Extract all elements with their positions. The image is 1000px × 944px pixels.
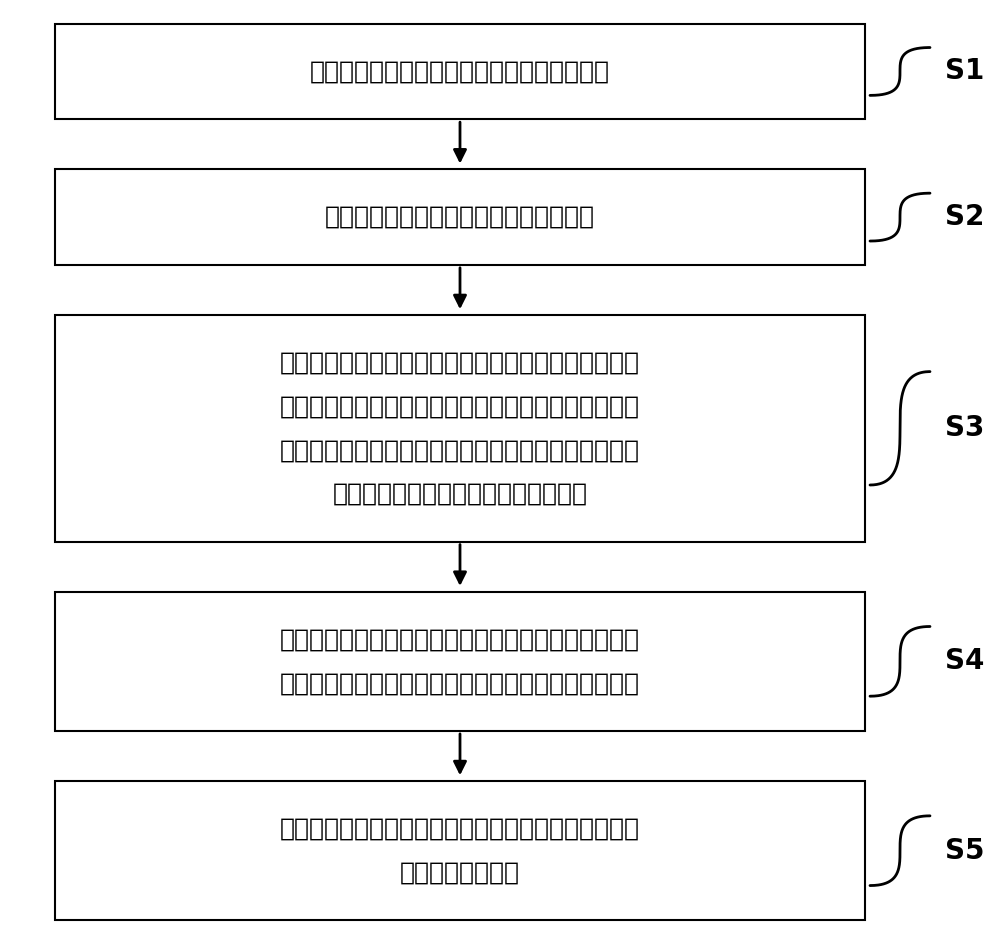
Text: 在所述再分布引线层上表面形成塑封层，所述塑封层覆: 在所述再分布引线层上表面形成塑封层，所述塑封层覆 <box>280 628 640 651</box>
Text: 去除所述基板及粘胶层，在所述再分布引线层下表面制: 去除所述基板及粘胶层，在所述再分布引线层下表面制 <box>280 817 640 841</box>
Text: 作至少两个第一凸块结构；所述第一芯片与所述第一凸: 作至少两个第一凸块结构；所述第一芯片与所述第一凸 <box>280 395 640 418</box>
Text: 盖所述第一芯片，且暴露出所述第一凸块结构的上端；: 盖所述第一芯片，且暴露出所述第一凸块结构的上端； <box>280 671 640 695</box>
Text: 结构的顶部高于所述第一芯片的顶部；: 结构的顶部高于所述第一芯片的顶部； <box>332 481 588 506</box>
Text: S2: S2 <box>945 203 984 231</box>
Text: 提供一基板，在所述基板上表面形成粘胶层；: 提供一基板，在所述基板上表面形成粘胶层； <box>310 59 610 83</box>
Bar <box>55 592 865 731</box>
Text: 在所述再分布引线层上表面键合至少一个第一芯片并制: 在所述再分布引线层上表面键合至少一个第一芯片并制 <box>280 351 640 375</box>
Bar <box>55 169 865 265</box>
Bar <box>55 781 865 920</box>
Text: S3: S3 <box>945 414 984 443</box>
Text: 作第二凸块结构。: 作第二凸块结构。 <box>400 861 520 885</box>
Bar <box>55 24 865 119</box>
Text: 块结构均与所述再分布引线层电连接，且所述第一凸块: 块结构均与所述再分布引线层电连接，且所述第一凸块 <box>280 438 640 463</box>
Text: 在所述粘胶层上表面形成再分布引线层；: 在所述粘胶层上表面形成再分布引线层； <box>325 205 595 229</box>
Text: S5: S5 <box>945 836 984 865</box>
Bar <box>55 315 865 542</box>
Text: S1: S1 <box>945 58 984 86</box>
Text: S4: S4 <box>945 648 984 675</box>
